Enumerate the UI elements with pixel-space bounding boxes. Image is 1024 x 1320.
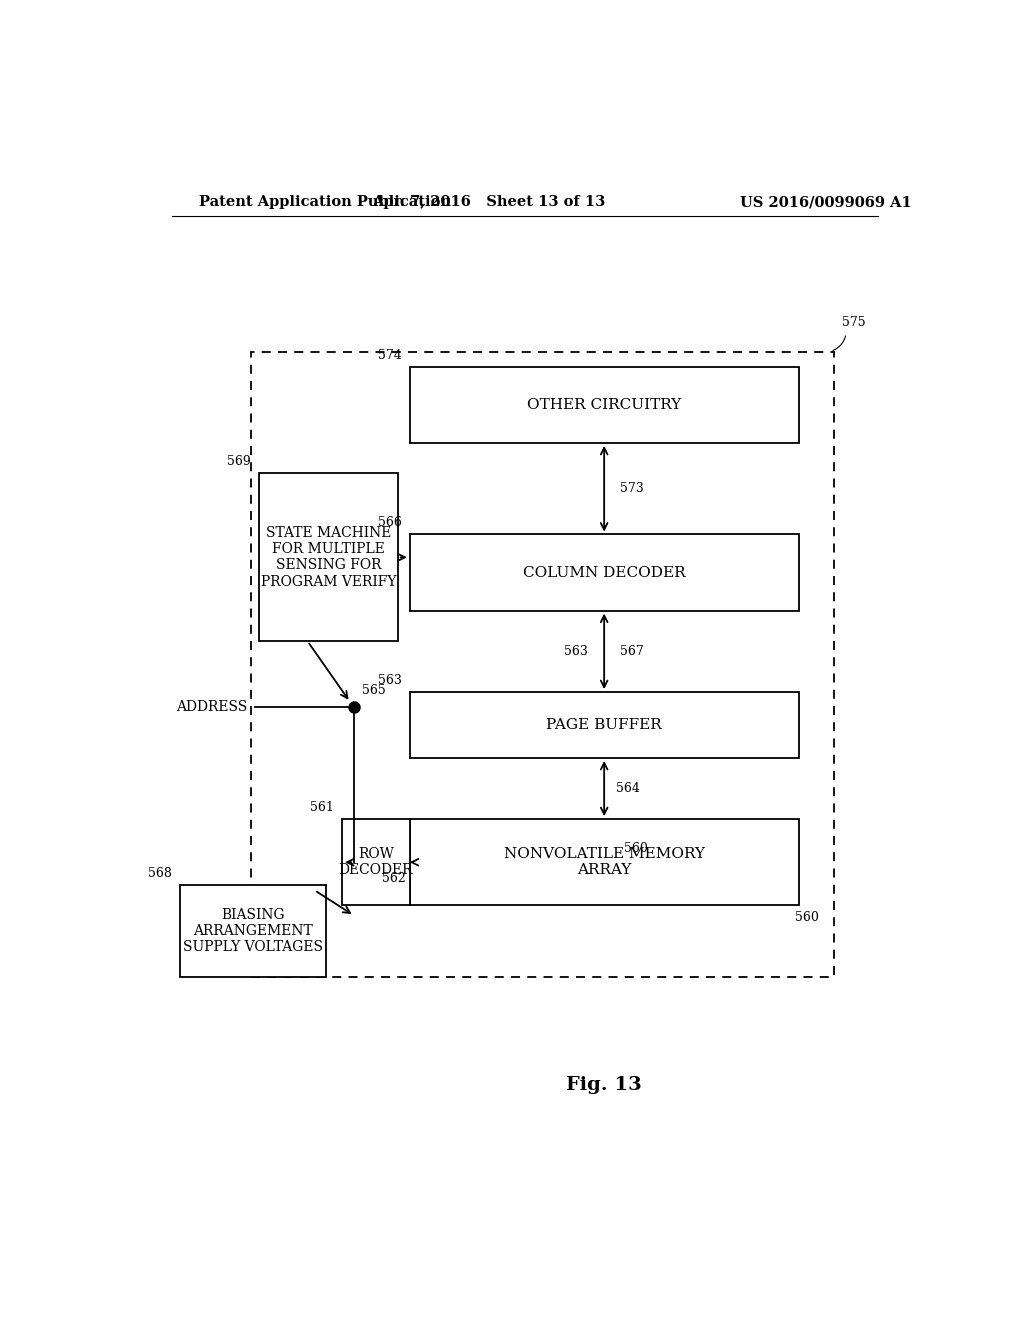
- Text: Apr. 7, 2016   Sheet 13 of 13: Apr. 7, 2016 Sheet 13 of 13: [373, 195, 606, 209]
- Text: 567: 567: [620, 645, 644, 657]
- Text: 561: 561: [310, 801, 334, 814]
- Text: 563: 563: [378, 675, 401, 686]
- Text: PAGE BUFFER: PAGE BUFFER: [546, 718, 663, 733]
- Text: OTHER CIRCUITRY: OTHER CIRCUITRY: [527, 397, 681, 412]
- Text: NONVOLATILE MEMORY
ARRAY: NONVOLATILE MEMORY ARRAY: [504, 847, 705, 878]
- Text: 560: 560: [795, 911, 818, 924]
- Bar: [410, 818, 799, 906]
- Text: 566: 566: [378, 516, 401, 529]
- Text: 575: 575: [842, 317, 866, 329]
- Text: STATE MACHINE
FOR MULTIPLE
SENSING FOR
PROGRAM VERIFY: STATE MACHINE FOR MULTIPLE SENSING FOR P…: [261, 527, 396, 589]
- Text: COLUMN DECODER: COLUMN DECODER: [523, 565, 685, 579]
- Text: 574: 574: [378, 348, 401, 362]
- Bar: [342, 818, 410, 906]
- Bar: [410, 367, 799, 444]
- Text: US 2016/0099069 A1: US 2016/0099069 A1: [740, 195, 912, 209]
- Bar: [179, 886, 327, 977]
- Text: ADDRESS: ADDRESS: [176, 700, 247, 714]
- Text: BIASING
ARRANGEMENT
SUPPLY VOLTAGES: BIASING ARRANGEMENT SUPPLY VOLTAGES: [183, 908, 323, 954]
- Text: Fig. 13: Fig. 13: [566, 1076, 642, 1094]
- Text: 569: 569: [227, 455, 251, 469]
- Text: ROW
DECODER: ROW DECODER: [339, 847, 414, 878]
- Text: 564: 564: [616, 781, 640, 795]
- Text: 560: 560: [624, 842, 648, 854]
- Bar: [251, 351, 835, 977]
- Bar: [410, 692, 799, 758]
- Text: 565: 565: [362, 684, 386, 697]
- Bar: [410, 535, 799, 611]
- Text: 563: 563: [564, 645, 588, 657]
- Text: Patent Application Publication: Patent Application Publication: [200, 195, 452, 209]
- Text: 573: 573: [620, 482, 644, 495]
- Text: 562: 562: [382, 873, 406, 886]
- Bar: [259, 474, 397, 642]
- Text: 568: 568: [147, 867, 172, 880]
